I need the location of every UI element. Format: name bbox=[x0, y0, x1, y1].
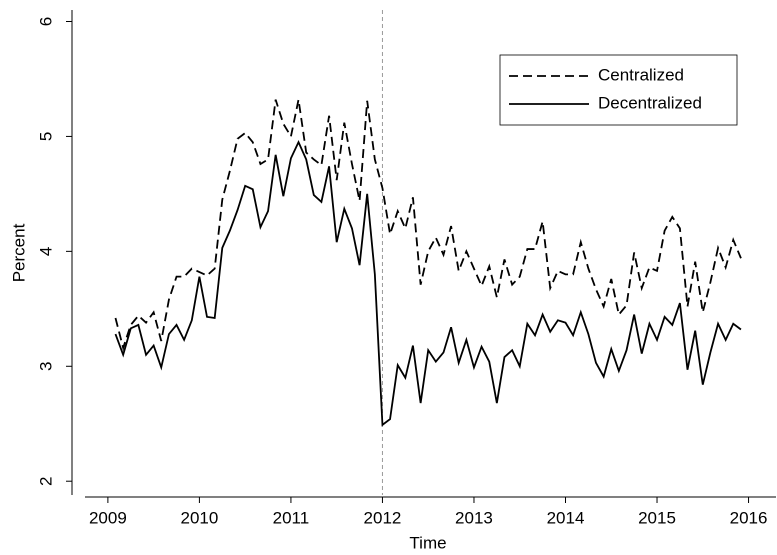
x-tick-label: 2013 bbox=[455, 508, 493, 527]
legend-label: Centralized bbox=[598, 65, 684, 84]
legend-label: Decentralized bbox=[598, 93, 702, 112]
series-line bbox=[114, 140, 742, 427]
x-tick-label: 2014 bbox=[547, 508, 585, 527]
y-tick-label: 4 bbox=[36, 247, 55, 256]
x-tick-label: 2012 bbox=[364, 508, 402, 527]
y-tick-label: 3 bbox=[36, 362, 55, 371]
x-axis-title: Time bbox=[409, 533, 446, 552]
series-line bbox=[114, 99, 742, 352]
x-tick-label: 2015 bbox=[638, 508, 676, 527]
y-tick-label: 6 bbox=[36, 17, 55, 26]
x-tick-label: 2010 bbox=[180, 508, 218, 527]
y-axis-title: Percent bbox=[9, 223, 28, 282]
x-tick-label: 2016 bbox=[730, 508, 768, 527]
y-tick-label: 2 bbox=[36, 476, 55, 485]
x-tick-label: 2011 bbox=[273, 508, 310, 527]
y-tick-label: 5 bbox=[36, 132, 55, 141]
x-tick-label: 2009 bbox=[89, 508, 127, 527]
legend-box bbox=[499, 54, 738, 126]
